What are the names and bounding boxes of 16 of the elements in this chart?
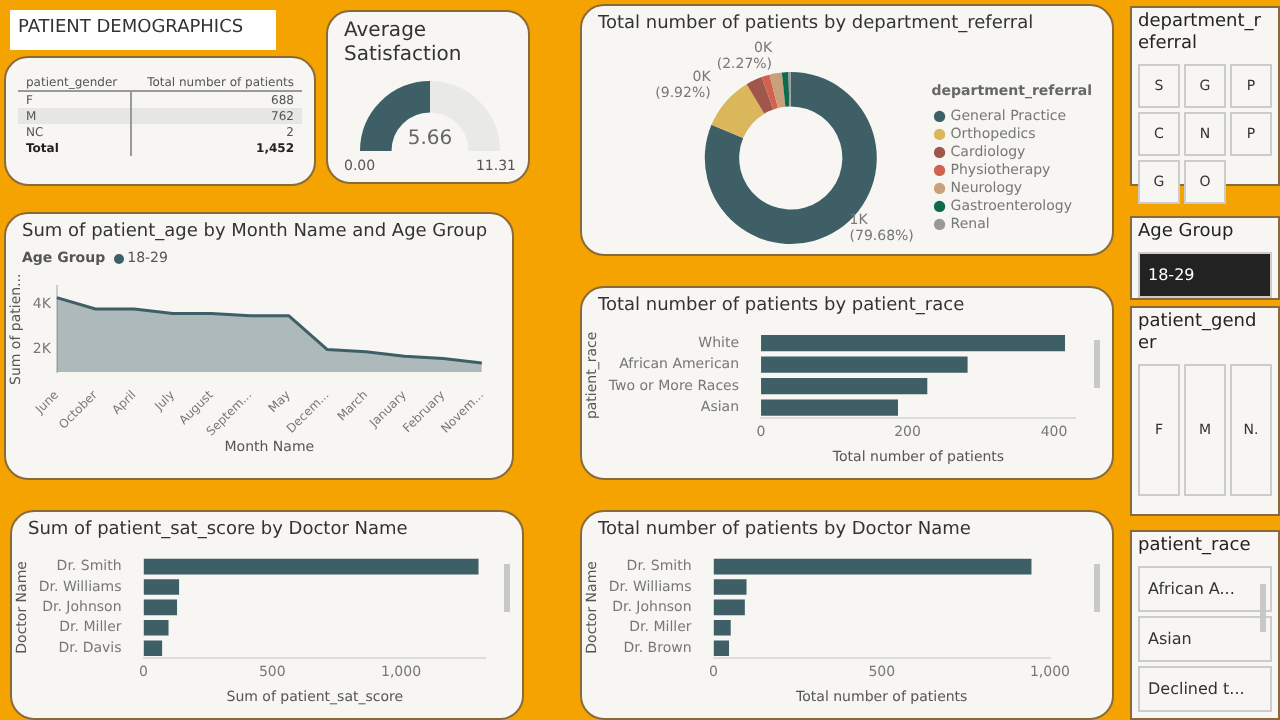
chart-title: Sum of patient_sat_score by Doctor Name xyxy=(26,518,410,542)
chart-title: Average Satisfaction xyxy=(342,18,464,68)
chart-title: Total number of patients by department_referral xyxy=(596,12,1036,36)
text: Age Group xyxy=(1136,220,1236,246)
text: PATIENT DEMOGRAPHICS xyxy=(10,10,276,50)
chart-title: Total number of patients by patient_race xyxy=(596,294,967,318)
text: Asian xyxy=(1138,616,1272,662)
chart-title: Total number of patients by Doctor Name xyxy=(596,518,973,542)
text: Declined t... xyxy=(1138,666,1272,712)
text: patient_race xyxy=(1136,534,1253,560)
text: African A... xyxy=(1138,566,1272,612)
data-label: 5.66 xyxy=(405,128,455,150)
text: 18-29 xyxy=(1138,252,1272,298)
text: patient_gender xyxy=(1136,310,1259,358)
chart-title: Sum of patient_age by Month Name and Age Group xyxy=(20,220,490,244)
text: department_referral xyxy=(1136,10,1263,58)
